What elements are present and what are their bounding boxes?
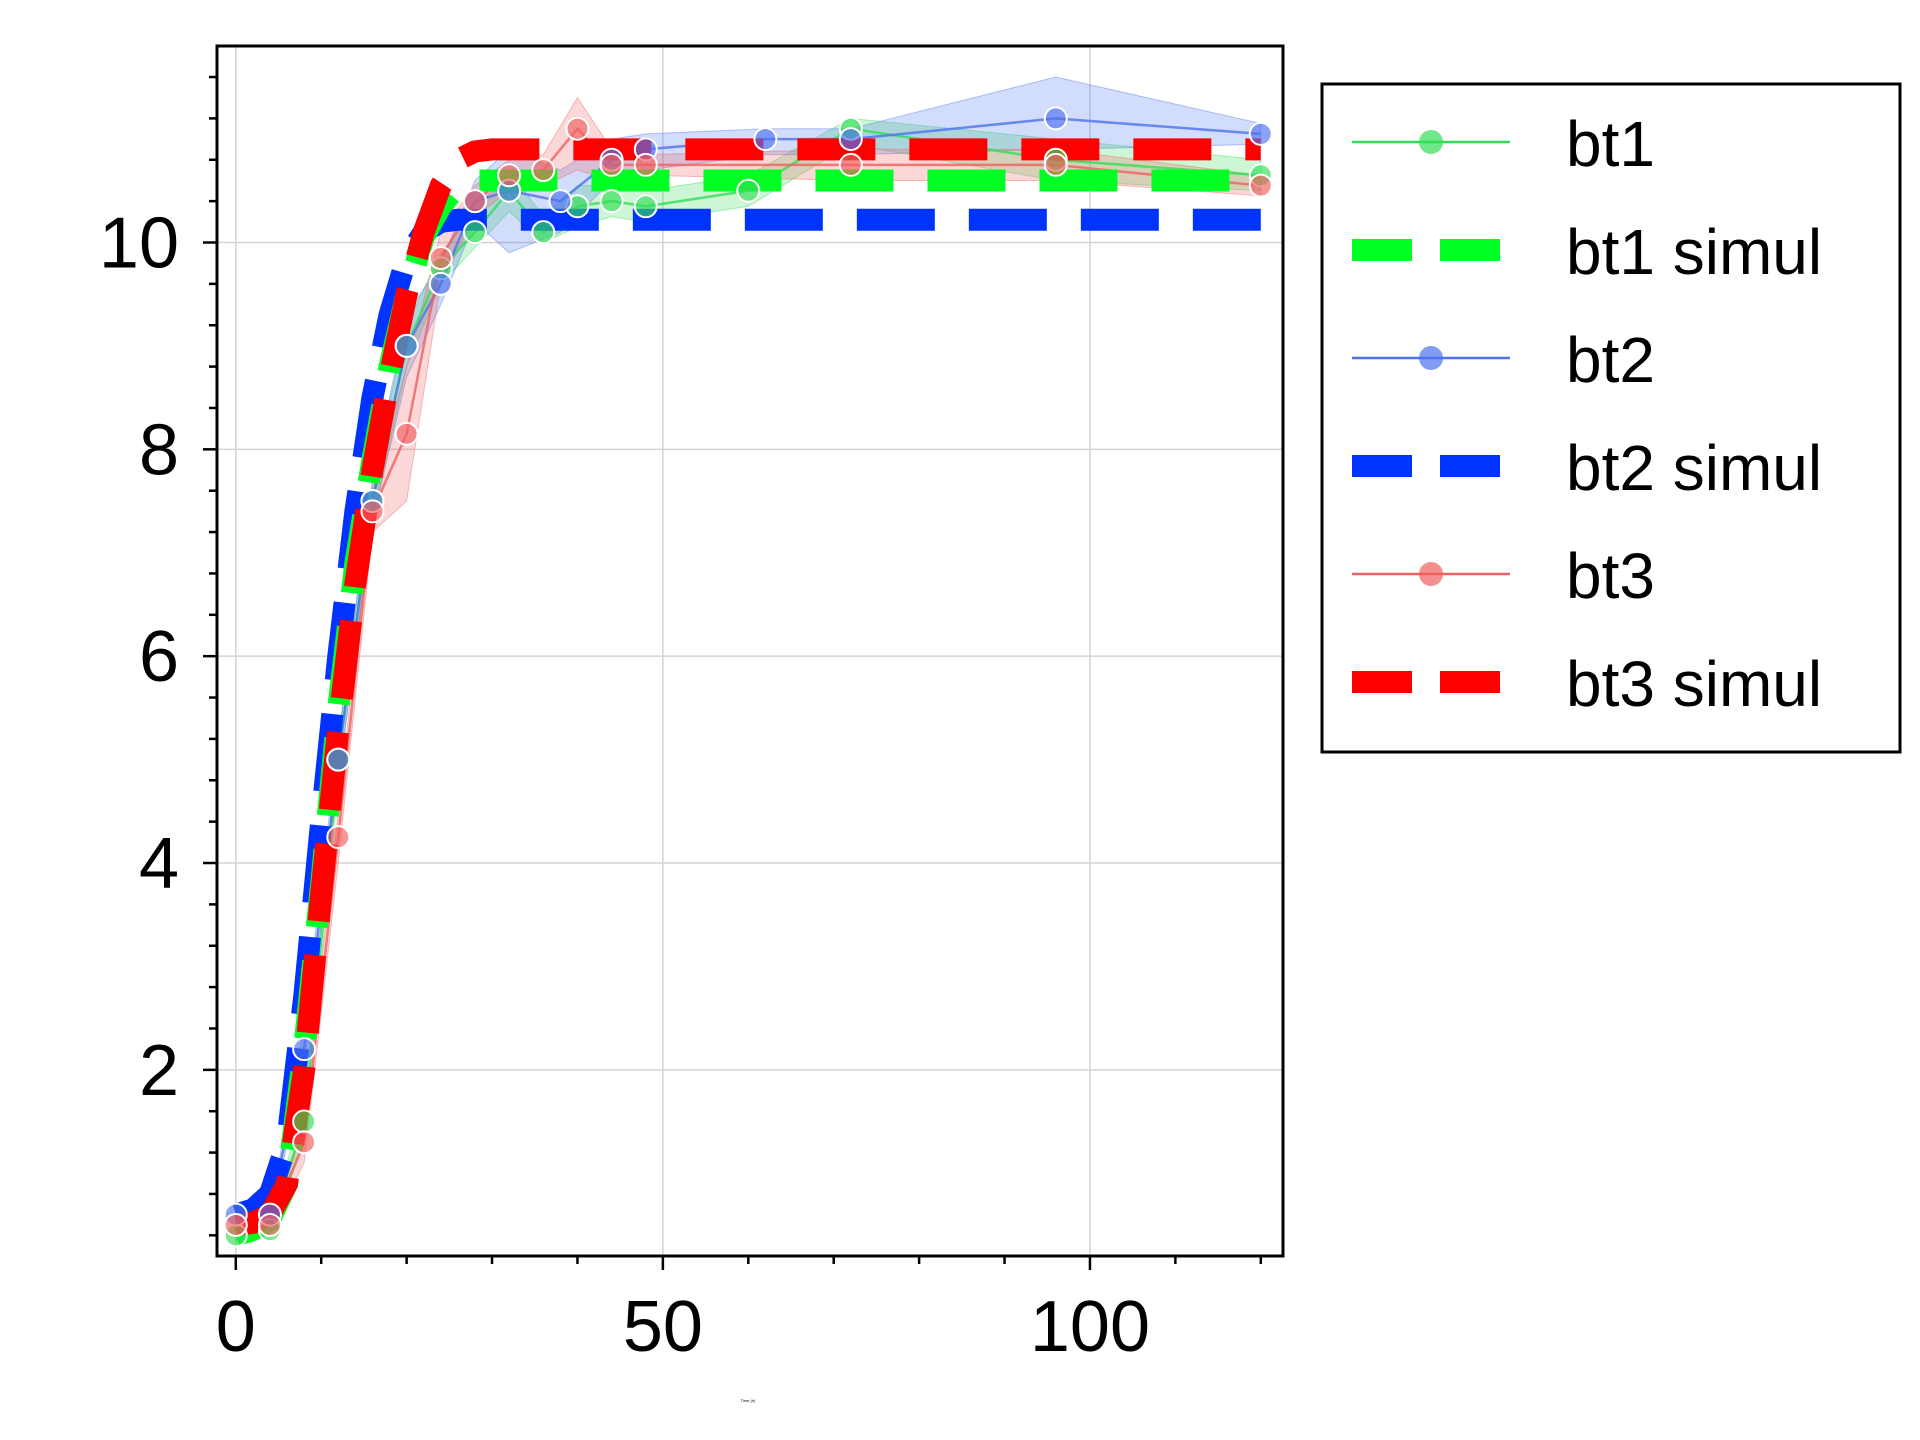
x-axis-title: Time (h) [741, 1398, 756, 1403]
legend-label-bt1: bt1 [1566, 108, 1655, 180]
x-tick-label: 100 [1030, 1287, 1150, 1367]
point-bt3 [531, 158, 556, 183]
x-tick-label: 50 [623, 1287, 703, 1367]
point-bt3 [633, 152, 658, 177]
point-bt1 [736, 178, 761, 203]
point-bt1 [462, 220, 487, 245]
point-bt2 [394, 333, 419, 358]
point-bt2 [1043, 106, 1068, 131]
legend-label-bt3-simul: bt3 simul [1566, 648, 1822, 720]
legend: bt1 bt1 simul bt2 bt2 simul bt3 bt3 simul [1320, 82, 1902, 754]
point-bt3 [497, 163, 522, 188]
point-bt2 [292, 1037, 317, 1062]
point-bt1 [531, 220, 556, 245]
point-bt2 [326, 747, 351, 772]
legend-marker-bt1 [1419, 130, 1443, 154]
x-tick-label: 0 [216, 1287, 256, 1367]
legend-label-bt2: bt2 [1566, 324, 1655, 396]
point-bt2 [838, 127, 863, 152]
point-bt1 [633, 194, 658, 219]
legend-label-bt2-simul: bt2 simul [1566, 432, 1822, 504]
point-bt2 [753, 127, 778, 152]
point-bt2 [1248, 121, 1273, 146]
point-bt3 [360, 499, 385, 524]
grid [217, 46, 1283, 1256]
legend-label-bt1-simul: bt1 simul [1566, 216, 1822, 288]
line-bt3-simul [234, 138, 1261, 1236]
y-tick-label: 2 [139, 1031, 179, 1111]
point-bt3 [257, 1212, 282, 1237]
legend-marker-bt3 [1419, 562, 1443, 586]
point-bt1 [292, 1109, 317, 1134]
point-bt3 [838, 152, 863, 177]
y-tick-label: 10 [99, 203, 179, 283]
y-tick-label: 6 [139, 617, 179, 697]
point-bt3 [565, 116, 590, 141]
point-bt3 [1043, 152, 1068, 177]
point-bt3 [1248, 173, 1273, 198]
point-bt3 [292, 1130, 317, 1155]
legend-label-bt3: bt3 [1566, 540, 1655, 612]
series-markers [223, 106, 1273, 1248]
legend-box [1320, 82, 1902, 754]
y-tick-label: 8 [139, 410, 179, 490]
point-bt3 [326, 825, 351, 850]
y-tick-label: 4 [139, 824, 179, 904]
point-bt3 [462, 189, 487, 214]
plot-frame [215, 44, 1285, 1258]
axes: 0 50 100 2 4 6 8 10 [99, 44, 1285, 1367]
point-bt2 [548, 189, 573, 214]
point-bt3 [599, 152, 624, 177]
legend-marker-bt2 [1419, 346, 1443, 370]
point-bt3 [394, 421, 419, 446]
point-bt3 [428, 246, 453, 271]
point-bt1 [599, 189, 624, 214]
point-bt2 [428, 271, 453, 296]
point-bt3 [223, 1212, 248, 1237]
